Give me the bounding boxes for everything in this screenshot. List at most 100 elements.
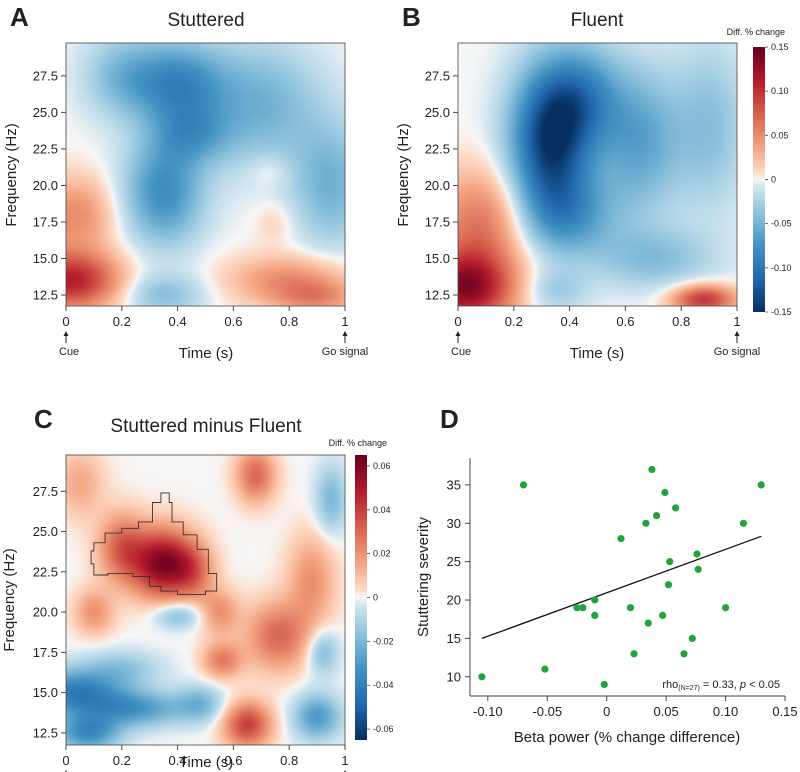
- scatter-point: [573, 604, 581, 612]
- x-tick-label: 0.6: [616, 314, 634, 329]
- colorbar-tick-label: 0.05: [771, 130, 789, 140]
- scatter-point: [739, 519, 748, 527]
- y-axis-title-d: Stuttering severity: [415, 516, 432, 637]
- scatter-points: [478, 465, 765, 689]
- event-arrow-head: [63, 331, 69, 336]
- y-axis-title-c: Frequency (Hz): [1, 548, 18, 651]
- x-tick-label: 0.2: [113, 753, 131, 768]
- event-label-cue: Cue: [59, 346, 79, 358]
- scatter-point: [630, 650, 638, 658]
- colorbar-tick-label: 0.15: [771, 42, 789, 52]
- axes-b: 12.5 15.0 17.5 20.0 22.5 25.0 27.5 0 0.2 0.4 0.6 0.…: [425, 68, 761, 358]
- x-tick-label: 0.2: [505, 314, 523, 329]
- colorbar-title-b: Diff. % change: [727, 27, 785, 37]
- scatter-point: [653, 511, 661, 520]
- colorbar-tick-label: -0.02: [373, 636, 394, 646]
- x-axis-title-b: Time (s): [570, 345, 624, 362]
- scatter-point: [617, 535, 625, 543]
- scatter-point: [591, 611, 599, 620]
- y-axis-title-b: Frequency (Hz): [395, 123, 412, 226]
- panel-a-title: Stuttered: [167, 10, 244, 31]
- axes-c: 12.5 15.0 17.5 20.0 22.5 25.0 27.5 0 0.2 0.4 0.6 0.…: [33, 484, 349, 772]
- x-tick-label: 0: [603, 704, 610, 719]
- colorbar-tick-label: 0: [373, 593, 378, 603]
- y-tick-label: 22.5: [33, 141, 58, 156]
- y-tick-label: 12.5: [33, 725, 58, 740]
- x-tick-label: 0.2: [113, 314, 131, 329]
- y-tick-label: 27.5: [33, 68, 58, 83]
- regression-line: [481, 535, 762, 640]
- x-tick-label: 0.6: [224, 314, 242, 329]
- x-tick-label: 1: [341, 314, 348, 329]
- colorbar-tick-label: 0.02: [373, 549, 391, 559]
- scatter-point: [642, 519, 650, 527]
- x-tick-label: -0.05: [532, 704, 562, 719]
- x-tick-label: 0.8: [672, 314, 690, 329]
- panel-label-c: C: [34, 404, 53, 434]
- y-tick-label: 15: [447, 631, 461, 646]
- x-tick-label: 0.4: [561, 314, 579, 329]
- p-value: < 0.05: [746, 679, 780, 691]
- heatmap-fluent: [458, 43, 737, 306]
- y-tick-label: 17.5: [33, 645, 58, 660]
- x-tick-label: 0.8: [280, 314, 298, 329]
- x-tick-label: 0.05: [653, 704, 678, 719]
- scatter-point: [680, 650, 688, 658]
- rho-value: = 0.33,: [700, 679, 740, 691]
- colorbar-tick-label: 0.10: [771, 86, 789, 96]
- scatter-point: [478, 673, 486, 681]
- colorbar-tick-label: -0.15: [771, 307, 792, 317]
- scatter-point: [644, 619, 652, 627]
- scatter-point: [591, 596, 599, 604]
- y-tick-label: 20.0: [33, 178, 58, 193]
- x-tick-label: 0.15: [772, 704, 797, 719]
- y-tick-label: 12.5: [33, 288, 58, 303]
- event-label-go-signal: Go signal: [714, 346, 760, 358]
- panel-label-a: A: [10, 2, 29, 32]
- y-tick-label: 20: [447, 593, 461, 608]
- scatter-point: [579, 604, 587, 612]
- y-tick-label: 20.0: [33, 605, 58, 620]
- x-tick-label: 0: [62, 753, 69, 768]
- colorbar-tick-label: 0.04: [373, 505, 391, 515]
- x-axis-title-c: Time (s): [179, 754, 233, 771]
- panel-c: C Stuttered minus Fluent 12.5 15.0 17.5 20.…: [1, 404, 394, 772]
- y-tick-label: 17.5: [425, 214, 450, 229]
- scatter-point: [672, 504, 680, 512]
- p-symbol: p: [739, 679, 746, 691]
- y-tick-label: 25.0: [425, 105, 450, 120]
- event-arrow-head: [734, 331, 740, 336]
- scatter-point: [626, 604, 635, 612]
- y-tick-label: 25: [447, 554, 461, 569]
- colorbar-tick-label: -0.05: [771, 219, 792, 229]
- correlation-annotation: rho(N=27) = 0.33, p < 0.05: [662, 679, 780, 692]
- panel-b: B Fluent 12.515.017.520.022.525.027.50 0.…: [395, 2, 792, 362]
- scatter-point: [659, 611, 667, 620]
- colorbar-b: [753, 47, 765, 312]
- scatter-point: [666, 558, 674, 566]
- scatter-point: [694, 565, 702, 573]
- event-label-cue: Cue: [451, 346, 471, 358]
- panel-c-title: Stuttered minus Fluent: [110, 416, 302, 437]
- y-tick-label: 12.5: [425, 288, 450, 303]
- event-label-go-signal: Go signal: [322, 346, 368, 358]
- x-tick-label: 0: [454, 314, 461, 329]
- y-tick-label: 35: [447, 477, 461, 492]
- x-axis-title-d: Beta power (% change difference): [514, 729, 741, 746]
- event-arrow-head: [342, 331, 348, 336]
- scatter-point: [688, 634, 696, 643]
- colorbar-tick-label: -0.06: [373, 724, 394, 734]
- axes-a: 12.5 15.0 17.5 20.0 22.5 25.0 27.5 0 0.2 0.4 0.6 0.…: [33, 68, 369, 358]
- y-tick-label: 27.5: [33, 484, 58, 499]
- x-tick-label: 0.4: [169, 314, 187, 329]
- panel-d: D -0.10 -0.05 0 0.05 0.10 0.15 10 15 20 25 30 35 rh…: [415, 404, 798, 746]
- scatter-point: [600, 680, 608, 689]
- y-tick-label: 30: [447, 516, 461, 531]
- colorbar-axis-c: 0.06 0.04 0.02 0 -0.02 -0.04 -0.06: [367, 461, 394, 734]
- y-tick-label: 10: [447, 669, 461, 684]
- colorbar-title-c: Diff. % change: [329, 438, 387, 448]
- plot-frame-a: [65, 42, 346, 307]
- y-tick-label: 22.5: [33, 564, 58, 579]
- y-tick-label: 15.0: [33, 685, 58, 700]
